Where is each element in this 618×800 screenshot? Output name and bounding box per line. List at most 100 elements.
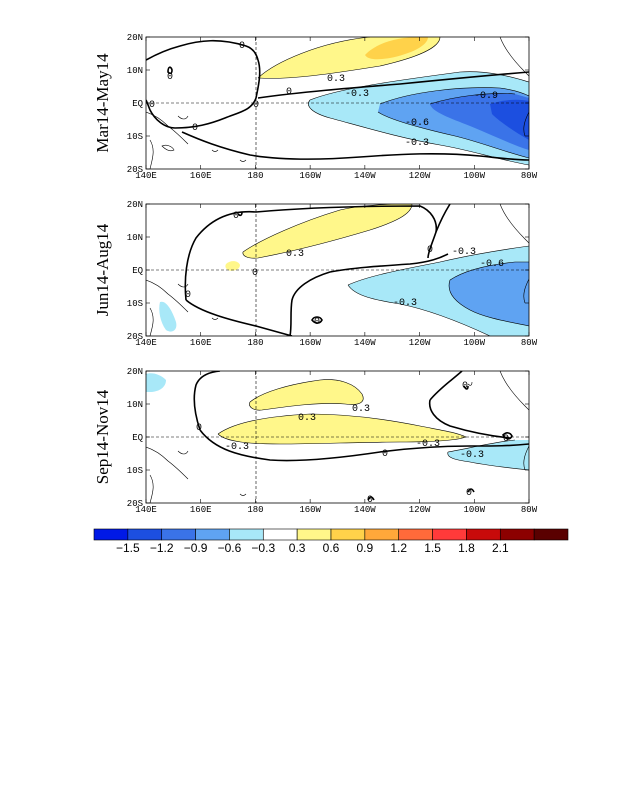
colorbar-swatch bbox=[364, 528, 400, 541]
contour-label: 0 bbox=[503, 434, 509, 445]
lon-tick-label: 100W bbox=[463, 171, 485, 181]
lon-tick-label: 160E bbox=[190, 171, 212, 181]
lon-tick-label: 160W bbox=[299, 505, 321, 515]
lon-tick-label: 140E bbox=[135, 505, 157, 515]
lon-tick-label: 180 bbox=[247, 171, 263, 181]
contour-label: 0 bbox=[239, 41, 245, 52]
colorbar-swatch bbox=[398, 528, 433, 541]
contour-label: 0 bbox=[253, 100, 259, 111]
colorbar: −1.5 −1.2 −0.9 −0.6 −0.3 0.3 0.6 0.9 1.2 1.5 1.8 2.… bbox=[93, 528, 569, 555]
lon-tick-label: 180 bbox=[247, 338, 263, 348]
map-panel-3: 0 0 0 0 0 0 0.3 0.3 -0.3 -0.3 -0.3 Sep14… bbox=[93, 370, 530, 506]
lat-tick-label: 20S bbox=[127, 499, 143, 509]
map-panel-1: 0 0 0 0 0 0 0.3 -0.3 -0.9 -0.6 -0.3 Mar1… bbox=[93, 36, 530, 170]
panel-3-zero-contours bbox=[193, 371, 529, 501]
colorbar-label: −1.2 bbox=[150, 541, 174, 555]
colorbar-swatch bbox=[127, 528, 163, 541]
panel-1-zero-contours bbox=[146, 39, 529, 161]
lon-tick-label: 160W bbox=[299, 338, 321, 348]
contour-label: -0.3 bbox=[452, 247, 476, 258]
anomaly-fill-pos-0.3-north bbox=[249, 379, 364, 411]
colorbar-swatch bbox=[499, 528, 535, 541]
contour-label: 0 bbox=[196, 423, 202, 434]
panel-1-anomaly-contours bbox=[257, 37, 529, 166]
panel-1-field bbox=[146, 37, 529, 169]
anomaly-fill-neg-0.3-east bbox=[447, 440, 529, 470]
colorbar-swatch bbox=[262, 528, 298, 541]
lat-tick-label: 20N bbox=[127, 367, 143, 377]
lon-tick-label: 120W bbox=[409, 171, 431, 181]
anomaly-fill-pos-0.6 bbox=[365, 37, 428, 60]
lat-tick-label: 10N bbox=[127, 400, 143, 410]
anomaly-fill-neg-1.2 bbox=[490, 99, 529, 140]
contour-label: 0 bbox=[466, 488, 472, 499]
colorbar-label: 1.2 bbox=[390, 541, 407, 555]
colorbar-swatch bbox=[161, 528, 196, 541]
lat-tick-label: 20S bbox=[127, 332, 143, 342]
colorbar-swatch bbox=[93, 528, 129, 541]
contour-label: 0.3 bbox=[298, 413, 316, 424]
lon-tick-label: 160E bbox=[190, 505, 212, 515]
colorbar-label: −1.5 bbox=[116, 541, 140, 555]
lat-tick-label: 10S bbox=[127, 299, 143, 309]
contour-label: -0.3 bbox=[460, 450, 484, 461]
contour-label: 0 bbox=[367, 495, 373, 506]
contour-label: -0.3 bbox=[393, 298, 417, 309]
colorbar-swatch bbox=[432, 528, 467, 541]
contour-label: 0 bbox=[233, 211, 239, 222]
lat-tick-label: EQ bbox=[132, 99, 143, 109]
map-panel-2: 0 0 0 0 0 0.3 -0.3 -0.6 -0.3 Jun14-Aug14 bbox=[93, 203, 530, 337]
lat-tick-label: EQ bbox=[132, 433, 143, 443]
panel-1-contour-labels: 0 0 0 0 0 0 0.3 -0.3 -0.9 -0.6 -0.3 bbox=[149, 41, 498, 149]
panel-3-title: Sep14-Nov14 bbox=[93, 389, 112, 484]
contour-label: -0.3 bbox=[345, 89, 369, 100]
anomaly-fill-pos-0.3-eq bbox=[218, 414, 466, 444]
lon-tick-label: 100W bbox=[463, 338, 485, 348]
anomaly-fill-pos-0.3 bbox=[242, 204, 412, 259]
anomaly-fill-neg-0.6 bbox=[449, 262, 529, 326]
panel-2-contour-labels: 0 0 0 0 0 0.3 -0.3 -0.6 -0.3 bbox=[185, 211, 504, 328]
lon-tick-label: 80W bbox=[521, 171, 538, 181]
contour-label: 0 bbox=[149, 100, 155, 111]
panel-2-title: Jun14-Aug14 bbox=[93, 223, 112, 316]
contour-label: 0 bbox=[167, 72, 173, 83]
lon-tick-label: 140E bbox=[135, 338, 157, 348]
colorbar-label: 2.1 bbox=[492, 541, 509, 555]
panel-2-field bbox=[146, 204, 529, 336]
lon-tick-label: 180 bbox=[247, 505, 263, 515]
lon-tick-label: 160W bbox=[299, 171, 321, 181]
lat-tick-label: EQ bbox=[132, 266, 143, 276]
lon-tick-label: 100W bbox=[463, 505, 485, 515]
colorbar-label: 1.8 bbox=[458, 541, 475, 555]
contour-label: 0.3 bbox=[286, 249, 304, 260]
panel-3-contour-labels: 0 0 0 0 0 0 0.3 0.3 -0.3 -0.3 -0.3 bbox=[196, 381, 509, 506]
contour-label: 0 bbox=[192, 123, 198, 134]
lon-tick-label: 140W bbox=[354, 338, 376, 348]
contour-label: 0 bbox=[427, 245, 433, 256]
lon-tick-label: 80W bbox=[521, 338, 538, 348]
contour-label: 0.3 bbox=[352, 404, 370, 415]
panel-3-field bbox=[146, 371, 529, 503]
colorbar-swatch bbox=[466, 528, 501, 541]
panel-2-coastline bbox=[146, 204, 529, 336]
colorbar-label: 0.6 bbox=[323, 541, 340, 555]
contour-label: -0.6 bbox=[480, 259, 504, 270]
lat-tick-label: 10S bbox=[127, 466, 143, 476]
anomaly-fill-neg-0.3-coast bbox=[159, 301, 177, 332]
contour-label: -0.3 bbox=[225, 442, 249, 453]
contour-label: 0.3 bbox=[327, 74, 345, 85]
contour-label: 0 bbox=[382, 449, 388, 460]
lon-tick-label: 140W bbox=[354, 505, 376, 515]
contour-label: -0.3 bbox=[405, 138, 429, 149]
colorbar-label: −0.9 bbox=[184, 541, 208, 555]
colorbar-swatch bbox=[330, 528, 366, 541]
contour-label: 0 bbox=[314, 317, 320, 328]
axes: 140E 160E 180 160W 140W 120W 100W 80W 20N 10N EQ 10… bbox=[127, 33, 538, 515]
lon-tick-label: 140E bbox=[135, 171, 157, 181]
lon-tick-label: 120W bbox=[409, 505, 431, 515]
lon-tick-label: 120W bbox=[409, 338, 431, 348]
lat-tick-label: 20S bbox=[127, 165, 143, 175]
panel-3-coastline bbox=[146, 371, 529, 503]
anomaly-fill-pos-0.3-b bbox=[225, 261, 240, 271]
